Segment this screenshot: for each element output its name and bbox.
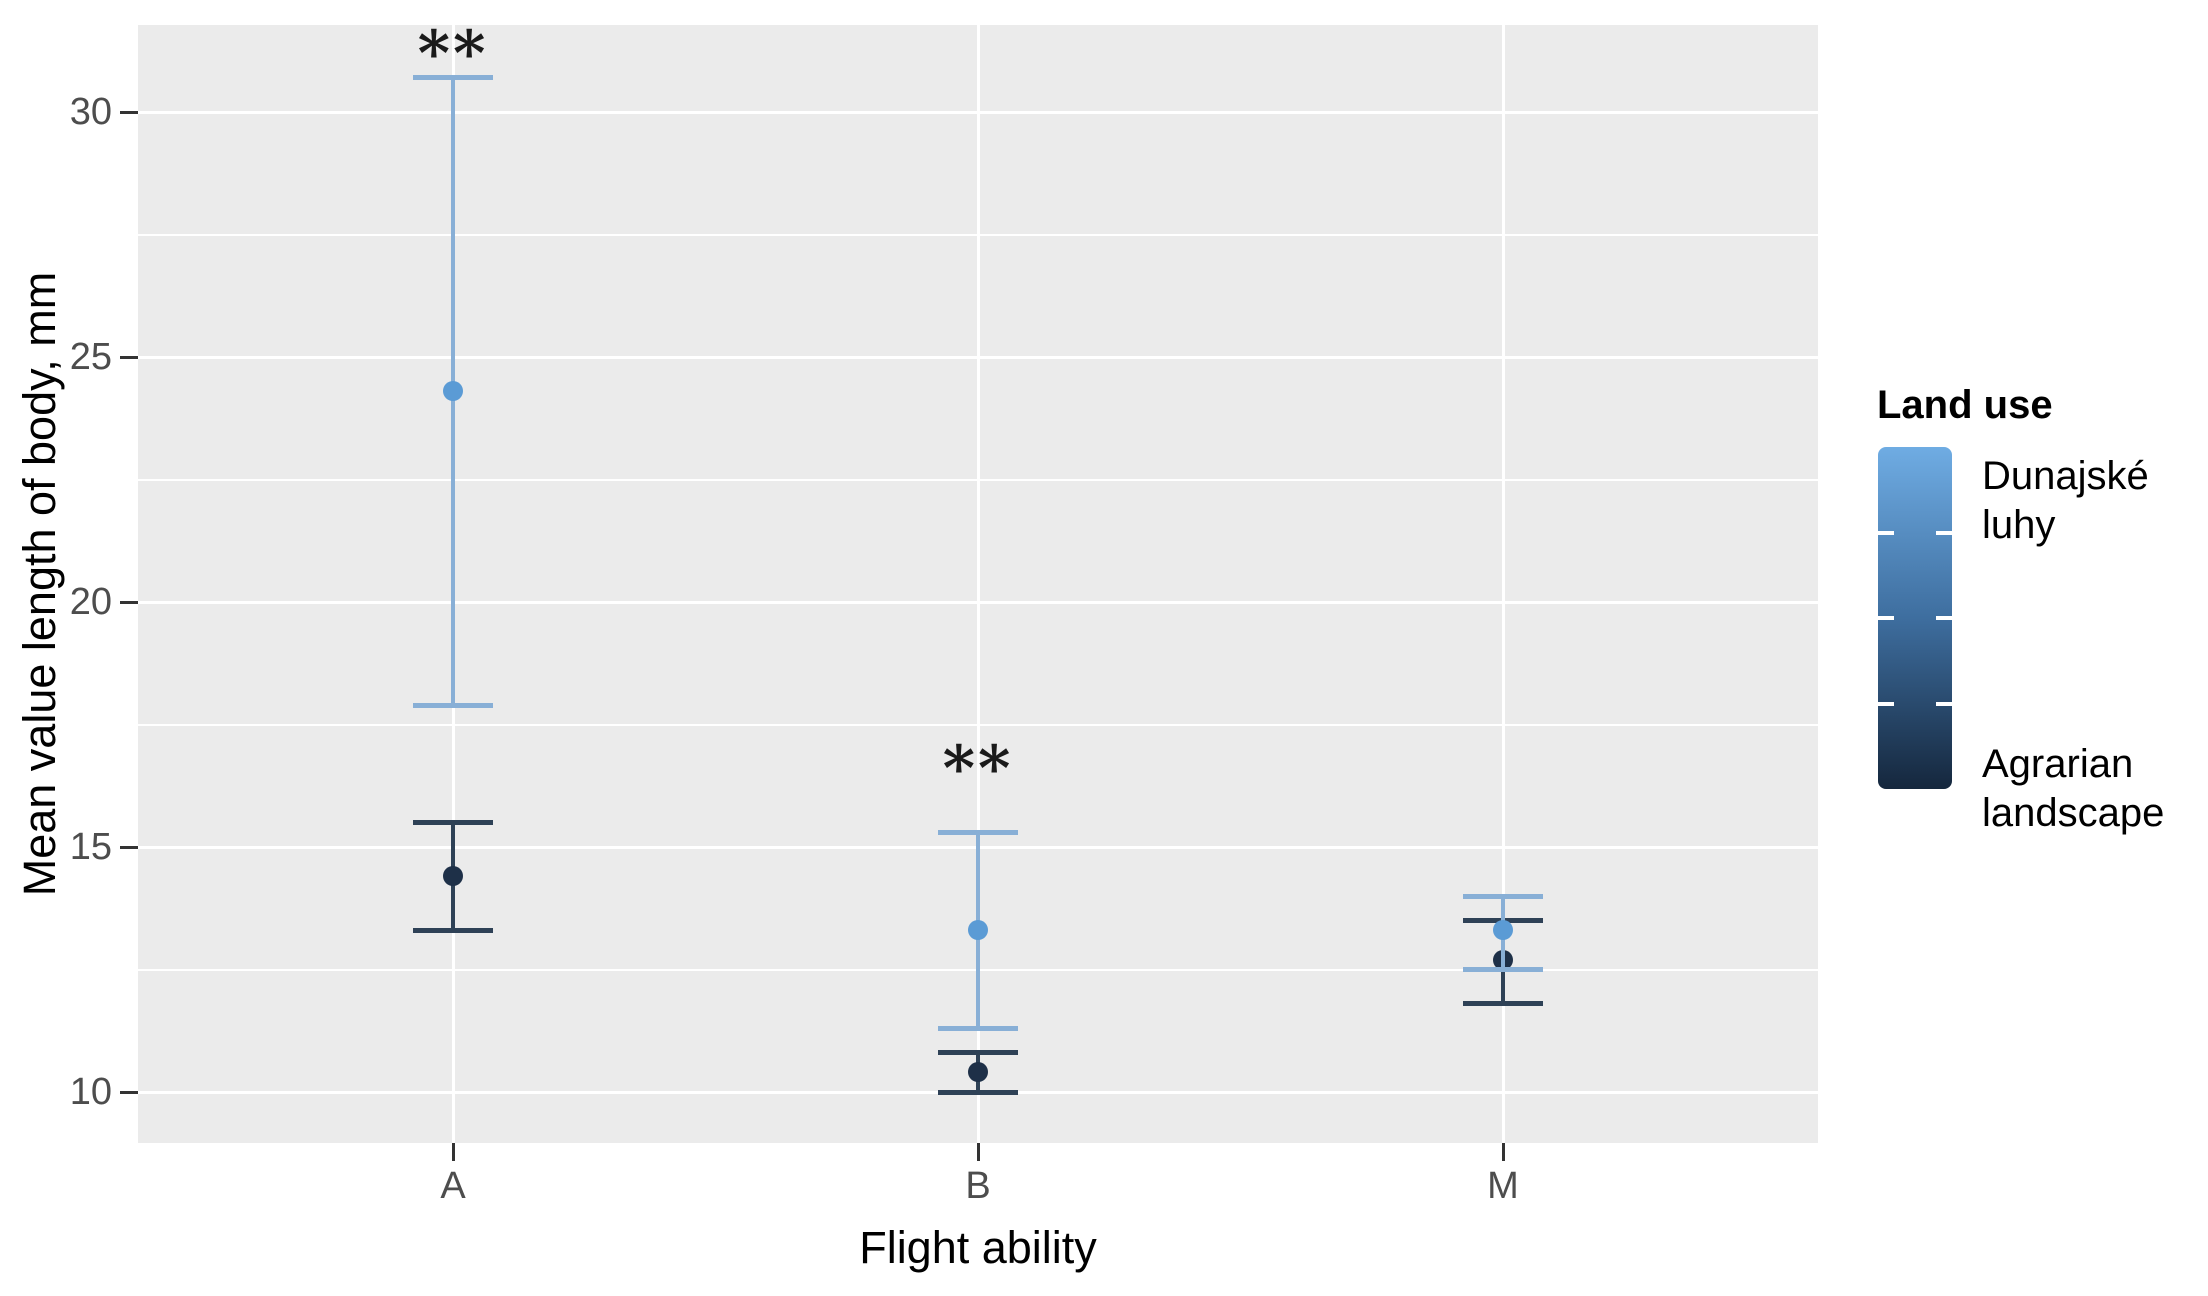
x-tick-mark-m <box>1501 1143 1505 1161</box>
errorbar-cap-lower-a-dunajsk-luhy <box>413 702 493 708</box>
y-tick-label-30: 30 <box>69 91 112 134</box>
y-tick-mark-10 <box>120 1090 138 1094</box>
errorbar-cap-lower-a-agrarian-landscape <box>413 927 493 933</box>
point-a-agrarian-landscape <box>443 866 463 887</box>
y-tick-mark-20 <box>120 600 138 604</box>
x-tick-mark-a <box>451 1143 455 1161</box>
legend-label-line: landscape <box>1982 791 2165 835</box>
colorbar-tick-left <box>1878 702 1894 706</box>
errorbar-cap-lower-m-dunajsk-luhy <box>1463 967 1543 973</box>
y-tick-mark-30 <box>120 110 138 114</box>
x-tick-label-b: B <box>965 1165 991 1207</box>
errorbar-cap-lower-b-agrarian-landscape <box>938 1089 1018 1095</box>
colorbar-tick-right <box>1936 702 1952 706</box>
legend-title: Land use <box>1877 383 2053 427</box>
colorbar-tick-left <box>1878 616 1894 620</box>
errorbar-cap-upper-b-agrarian-landscape <box>938 1050 1018 1056</box>
legend-colorbar-gradient <box>1878 447 1952 789</box>
colorbar-tick-left <box>1878 531 1894 535</box>
gridline-major-x-m <box>1501 25 1505 1143</box>
x-tick-label-m: M <box>1487 1165 1519 1207</box>
y-tick-label-10: 10 <box>69 1071 112 1114</box>
errorbar-cap-upper-m-dunajsk-luhy <box>1463 893 1543 899</box>
colorbar-tick-right <box>1936 616 1952 620</box>
plot-panel: ** ** <box>138 16 1818 1143</box>
point-b-dunajsk-luhy <box>968 920 988 941</box>
legend-label-dunajske-luhy: Dunajské luhy <box>1982 452 2149 550</box>
y-tick-label-20: 20 <box>69 581 112 624</box>
y-tick-mark-25 <box>120 355 138 359</box>
x-axis-title: Flight ability <box>859 1222 1097 1273</box>
x-tick-mark-b <box>976 1143 980 1161</box>
errorbar-cap-lower-b-dunajsk-luhy <box>938 1025 1018 1031</box>
gridline-major-x-b <box>976 25 980 1143</box>
legend-label-line: luhy <box>1982 503 2056 547</box>
legend-label-agrarian-landscape: Agrarian landscape <box>1982 740 2164 838</box>
point-b-agrarian-landscape <box>968 1062 988 1083</box>
legend-label-line: Agrarian <box>1982 742 2134 786</box>
errorbar-cap-upper-a-agrarian-landscape <box>413 820 493 826</box>
y-tick-mark-15 <box>120 845 138 849</box>
colorbar-tick-right <box>1936 531 1952 535</box>
errorbar-cap-upper-a-dunajsk-luhy <box>413 75 493 81</box>
y-axis-title: Mean value length of body, mm <box>14 271 65 897</box>
point-m-dunajsk-luhy <box>1493 920 1513 941</box>
significance-marker-b: ** <box>942 731 1014 805</box>
legend-label-line: Dunajské <box>1982 454 2149 498</box>
errorbar-cap-lower-m-agrarian-landscape <box>1463 1001 1543 1007</box>
point-a-dunajsk-luhy <box>443 381 463 402</box>
errorbar-cap-upper-b-dunajsk-luhy <box>938 829 1018 835</box>
y-tick-label-15: 15 <box>69 826 112 869</box>
significance-marker-a: ** <box>417 16 489 90</box>
y-tick-label-25: 25 <box>69 336 112 379</box>
x-tick-label-a: A <box>440 1165 466 1207</box>
